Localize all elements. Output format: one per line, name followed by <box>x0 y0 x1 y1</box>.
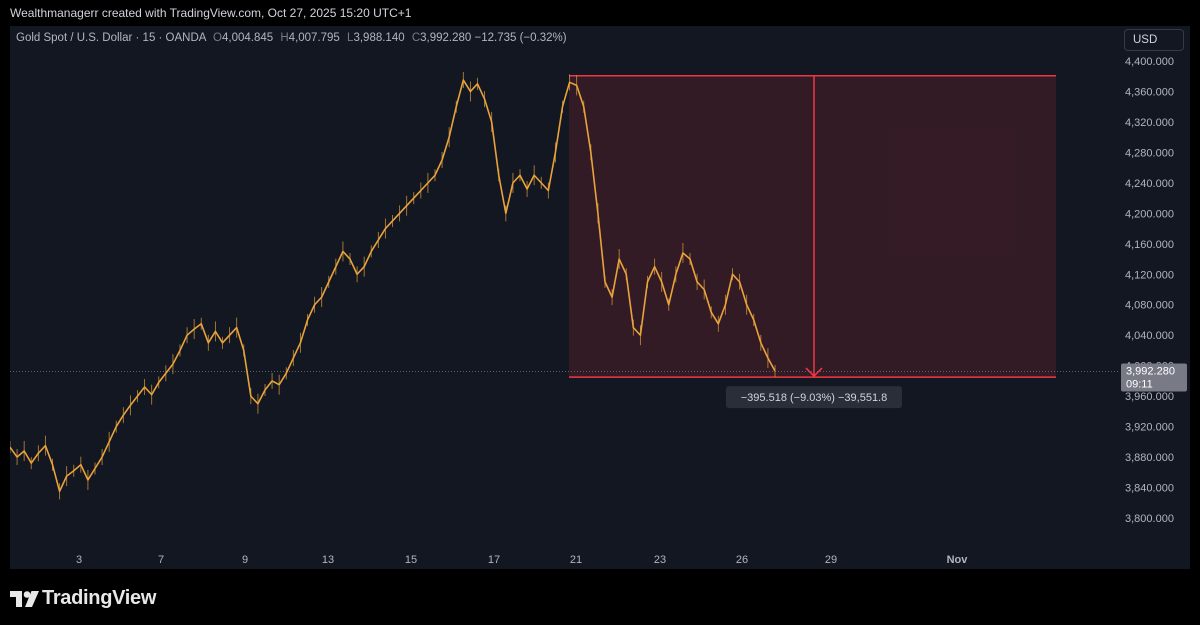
attribution-text: Wealthmanagerr created with TradingView.… <box>10 6 412 20</box>
x-tick-label: 9 <box>242 554 248 566</box>
x-tick-label: 29 <box>825 554 837 566</box>
open-label: O <box>213 32 222 44</box>
y-tick-label: 3,960.000 <box>1125 391 1174 403</box>
x-tick-label: 17 <box>488 554 500 566</box>
measure-label-text: −395.518 (−9.03%) −39,551.8 <box>741 392 887 404</box>
currency-button[interactable]: USD <box>1124 29 1184 51</box>
close-value: 3,992.280 <box>420 32 472 44</box>
x-tick-label: 15 <box>405 554 417 566</box>
open-value: 4,004.845 <box>221 32 274 44</box>
symbol-legend[interactable]: Gold Spot / U.S. Dollar · 15 · OANDA O4,… <box>16 32 567 44</box>
x-tick-label: Nov <box>947 554 969 566</box>
x-tick-label: 3 <box>76 554 82 566</box>
short-position-box <box>569 75 1056 378</box>
x-tick-label: 13 <box>322 554 334 566</box>
low-value: 3,988.140 <box>353 32 405 44</box>
y-tick-label: 3,920.000 <box>1125 422 1174 434</box>
y-tick-label: 4,320.000 <box>1125 117 1174 129</box>
x-tick-label: 7 <box>158 554 164 566</box>
y-tick-label: 4,200.000 <box>1125 208 1174 220</box>
y-tick-label: 4,280.000 <box>1125 147 1174 159</box>
x-tick-label: 26 <box>736 554 748 566</box>
last-price-value: 3,992.280 <box>1126 366 1175 378</box>
x-tick-label: 21 <box>570 554 582 566</box>
y-tick-label: 3,800.000 <box>1125 513 1174 525</box>
high-value: 4,007.795 <box>288 32 340 44</box>
y-tick-label: 3,840.000 <box>1125 483 1174 495</box>
y-tick-label: 4,040.000 <box>1125 330 1174 342</box>
y-tick-label: 4,360.000 <box>1125 86 1174 98</box>
symbol-name[interactable]: Gold Spot / U.S. Dollar · 15 · OANDA <box>16 32 206 44</box>
tradingview-wordmark: TradingView <box>42 587 157 609</box>
y-tick-label: 4,120.000 <box>1125 269 1174 281</box>
y-tick-label: 4,160.000 <box>1125 239 1174 251</box>
price-chart[interactable]: 4,400.000 4,360.000 4,320.000 4,280.000 4,24… <box>10 26 1190 569</box>
last-price-label-bg <box>1121 363 1187 392</box>
close-label: C <box>411 32 421 44</box>
y-tick-label: 3,880.000 <box>1125 452 1174 464</box>
change-value: −12.735 (−0.32%) <box>474 32 567 44</box>
measure-arrow-head <box>805 367 823 378</box>
header-bar: Wealthmanagerr created with TradingView.… <box>0 0 1200 26</box>
low-label: L <box>347 32 354 44</box>
x-tick-label: 23 <box>654 554 666 566</box>
tradingview-logo[interactable]: TradingView <box>10 587 156 610</box>
y-tick-label: 4,080.000 <box>1125 300 1174 312</box>
tradingview-logo-icon <box>10 590 39 607</box>
high-label: H <box>280 32 289 44</box>
last-price-countdown: 09:11 <box>1126 379 1153 391</box>
chart-panel[interactable]: 4,400.000 4,360.000 4,320.000 4,280.000 4,24… <box>10 26 1190 569</box>
y-tick-label: 4,240.000 <box>1125 178 1174 190</box>
y-tick-label: 4,400.000 <box>1125 56 1174 68</box>
measure-label-bg <box>726 386 902 409</box>
footer-bar: TradingView <box>0 569 1200 625</box>
